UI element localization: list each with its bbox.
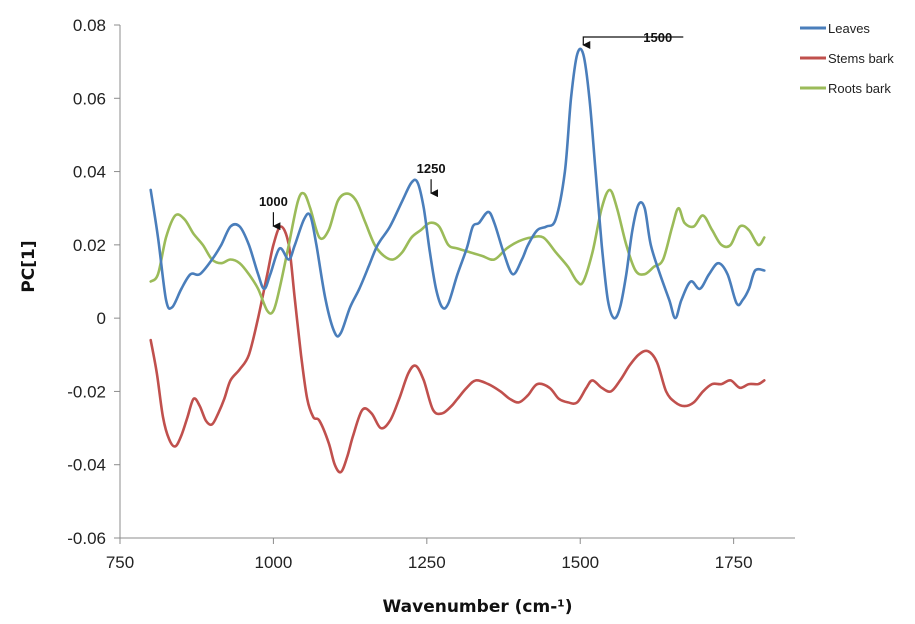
legend: Leaves Stems bark Roots bark <box>800 21 894 96</box>
y-axis-label: PC[1] <box>19 240 39 292</box>
annotation-1500-arrow <box>582 36 684 49</box>
annotation-1000-label: 1000 <box>259 194 288 209</box>
legend-label-roots-bark: Roots bark <box>828 81 891 96</box>
x-tick-label: 750 <box>106 553 134 572</box>
x-axis-label: Wavenumber (cm-¹) <box>383 597 573 617</box>
annotation-1250-label: 1250 <box>417 161 446 176</box>
x-tick-label: 1250 <box>408 553 446 572</box>
series-line-leaves <box>149 47 766 338</box>
series-line-stems-bark <box>149 225 766 474</box>
legend-label-stems-bark: Stems bark <box>828 51 894 66</box>
x-tick-label: 1500 <box>561 553 599 572</box>
x-tick-label: 1750 <box>715 553 753 572</box>
annotation-1500-label: 1500 <box>643 30 672 45</box>
plot-area <box>149 47 766 474</box>
y-tick-label: 0.06 <box>73 89 106 108</box>
y-tick-label: -0.06 <box>67 529 106 548</box>
y-tick-label: -0.02 <box>67 382 106 401</box>
peak-annotations: 1000 1250 1500 <box>259 30 684 231</box>
x-tick-label: 1000 <box>254 553 292 572</box>
legend-label-leaves: Leaves <box>828 21 870 36</box>
y-tick-label: -0.04 <box>67 456 106 475</box>
y-tick-label: 0 <box>97 309 106 328</box>
series-line-roots-bark <box>149 188 766 315</box>
y-tick-label: 0.08 <box>73 16 106 35</box>
y-tick-label: 0.04 <box>73 163 106 182</box>
y-tick-label: 0.02 <box>73 236 106 255</box>
